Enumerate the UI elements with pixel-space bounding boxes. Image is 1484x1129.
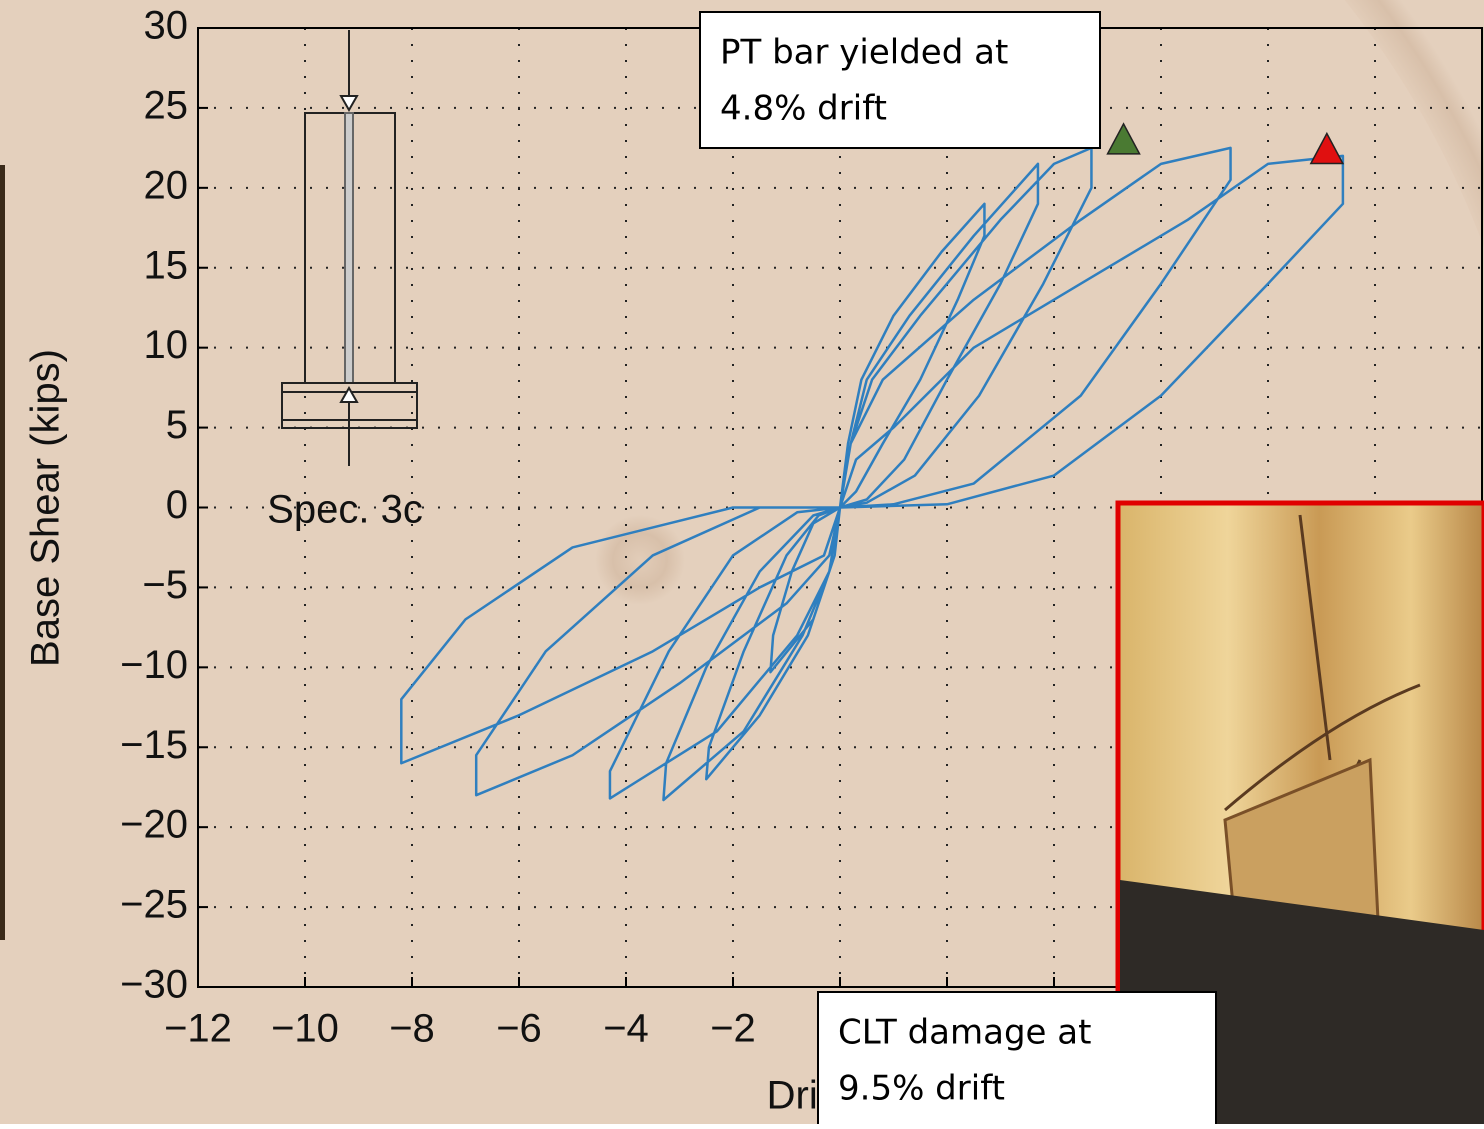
spec-label: Spec. 3c [267,488,423,532]
y-tick-label: 15 [144,243,189,287]
y-tick-label: 30 [144,4,189,48]
y-tick-label: 10 [144,323,189,367]
y-tick-label: −25 [120,883,188,927]
y-tick-label: 0 [166,483,188,527]
y-tick-label: −10 [120,643,188,687]
edge-strip [0,165,5,940]
x-tick-label: −2 [710,1007,756,1051]
y-tick-label: 5 [166,403,188,447]
y-tick-label: 25 [144,83,189,127]
y-tick-label: −5 [142,563,188,607]
y-tick-label: 20 [144,163,189,207]
y-tick-label: −30 [120,963,188,1007]
x-tick-label: −10 [271,1007,339,1051]
x-tick-label: −6 [496,1007,542,1051]
y-tick-label: −15 [120,723,188,767]
annotation-text: PT bar yielded at [720,33,1008,73]
x-tick-label: −12 [164,1007,232,1051]
annotation-text: 9.5% drift [838,1069,1005,1109]
annotation-text: CLT damage at [838,1013,1091,1053]
y-tick-label: −20 [120,803,188,847]
annotation-text: 4.8% drift [720,89,887,129]
chart: −30 −25 −20 −15 −10 −5 0 5 10 15 20 25 30 −12 −10 −8 −6 −… [0,0,1484,1124]
x-tick-label: −8 [389,1007,435,1051]
x-tick-label: −4 [603,1007,649,1051]
y-axis-label: Base Shear (kips) [24,349,68,667]
page: {"chart_data":{"type":"line", "xlabel":"… [0,0,1484,1124]
